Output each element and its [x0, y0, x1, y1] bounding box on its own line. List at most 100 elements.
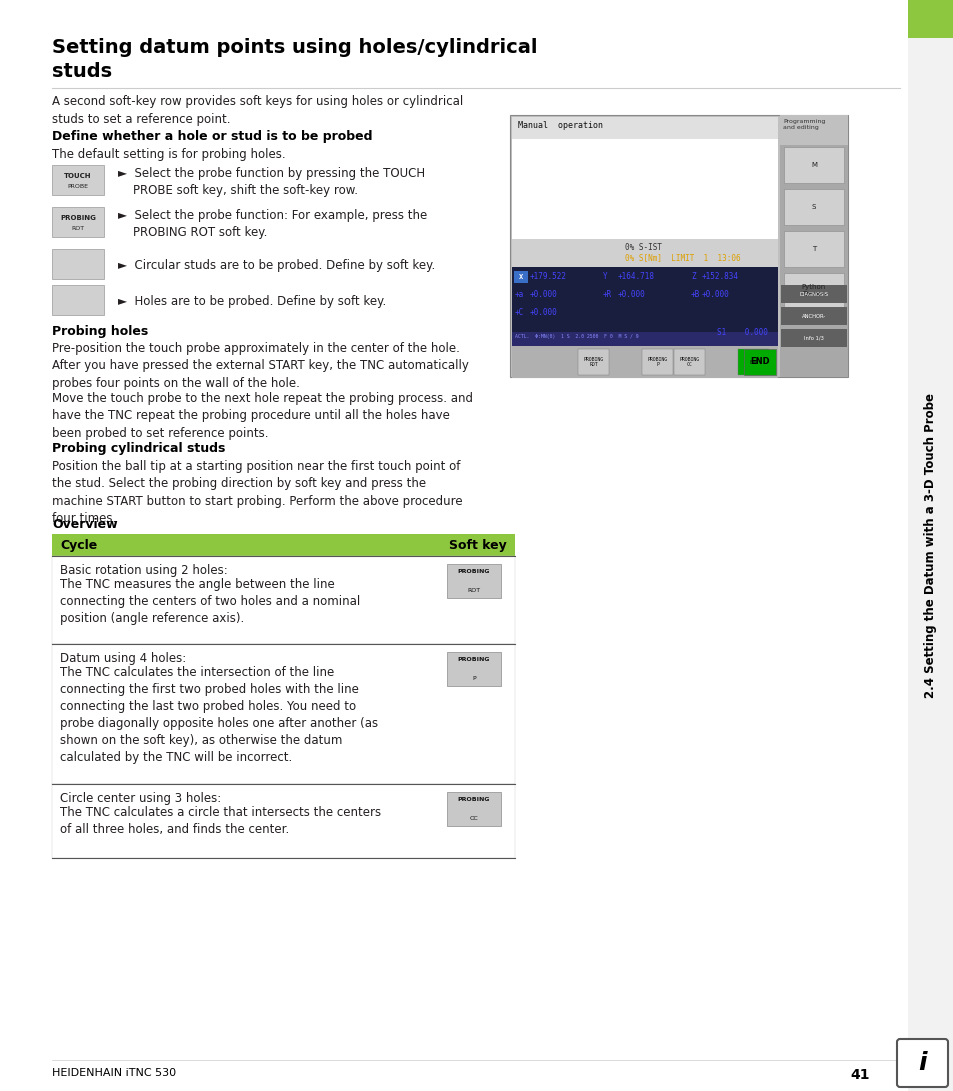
- Text: Basic rotation using 2 holes:: Basic rotation using 2 holes:: [60, 564, 228, 577]
- Text: T: T: [811, 245, 815, 252]
- Bar: [447, 652, 500, 686]
- Bar: [52, 249, 104, 279]
- Bar: [447, 564, 500, 598]
- Text: PROBING: PROBING: [457, 798, 490, 802]
- Bar: [907, 0, 953, 38]
- Text: PROBING: PROBING: [457, 570, 490, 574]
- Bar: [743, 349, 775, 375]
- Bar: [783, 189, 843, 225]
- Bar: [781, 285, 846, 303]
- Text: +0.000: +0.000: [701, 290, 729, 299]
- Text: END: END: [748, 360, 757, 364]
- Text: +a: +a: [515, 290, 524, 299]
- Text: +0.000: +0.000: [530, 290, 558, 299]
- Text: +C: +C: [515, 308, 524, 317]
- Bar: [512, 267, 778, 332]
- Text: 0% S[Nm]  LIMIT  1  13:06: 0% S[Nm] LIMIT 1 13:06: [624, 253, 740, 262]
- Text: ROT: ROT: [71, 226, 85, 231]
- Text: PROBING
P: PROBING P: [647, 357, 667, 368]
- Bar: [510, 115, 847, 377]
- Text: +179.522: +179.522: [530, 272, 566, 281]
- Text: A second soft-key row provides soft keys for using holes or cylindrical
studs to: A second soft-key row provides soft keys…: [52, 95, 463, 125]
- Text: ►  Select the probe function by pressing the TOUCH
    PROBE soft key, shift the: ► Select the probe function by pressing …: [118, 167, 425, 197]
- Text: Circle center using 3 holes:: Circle center using 3 holes:: [60, 792, 221, 805]
- Text: DIAGNOSIS: DIAGNOSIS: [799, 291, 828, 297]
- Text: Probing cylindrical studs: Probing cylindrical studs: [52, 442, 225, 455]
- Text: ANCHOR-: ANCHOR-: [801, 313, 825, 319]
- Text: Y: Y: [602, 272, 607, 281]
- Text: Setting datum points using holes/cylindrical: Setting datum points using holes/cylindr…: [52, 38, 537, 57]
- Bar: [512, 332, 778, 346]
- Text: Manual  operation: Manual operation: [517, 121, 602, 130]
- Text: PROBING: PROBING: [60, 215, 96, 220]
- Bar: [514, 271, 527, 283]
- Bar: [512, 239, 778, 267]
- Text: The default setting is for probing holes.: The default setting is for probing holes…: [52, 148, 285, 161]
- Bar: [781, 307, 846, 325]
- Text: ACTL.  Φ:MN(0)  1 S  2.0 2500  F 0  M S / 9: ACTL. Φ:MN(0) 1 S 2.0 2500 F 0 M S / 9: [515, 334, 638, 339]
- Bar: [447, 792, 500, 826]
- Bar: [52, 165, 104, 195]
- Text: ►  Holes are to be probed. Define by soft key.: ► Holes are to be probed. Define by soft…: [118, 295, 386, 308]
- Bar: [783, 147, 843, 183]
- Text: Overview: Overview: [52, 518, 117, 531]
- Text: Move the touch probe to the next hole repeat the probing process. and
have the T: Move the touch probe to the next hole re…: [52, 392, 473, 440]
- Text: Python
Demos: Python Demos: [801, 285, 825, 298]
- Text: ►  Circular studs are to be probed. Define by soft key.: ► Circular studs are to be probed. Defin…: [118, 259, 435, 272]
- Text: Info 1/3: Info 1/3: [803, 336, 823, 340]
- Bar: [52, 784, 515, 858]
- Bar: [783, 273, 843, 309]
- Text: TOUCH: TOUCH: [64, 172, 91, 179]
- Bar: [52, 556, 515, 644]
- Bar: [512, 346, 778, 377]
- Bar: [641, 349, 672, 375]
- Text: +152.834: +152.834: [701, 272, 739, 281]
- Text: PROBING
CC: PROBING CC: [679, 357, 699, 368]
- Text: Soft key: Soft key: [449, 539, 506, 551]
- Text: END: END: [749, 358, 769, 367]
- Bar: [780, 115, 847, 377]
- Text: PROBING
ROT: PROBING ROT: [583, 357, 603, 368]
- Text: The TNC calculates a circle that intersects the centers
of all three holes, and : The TNC calculates a circle that interse…: [60, 806, 381, 836]
- Text: P: P: [472, 676, 476, 681]
- Text: Position the ball tip at a starting position near the first touch point of
the s: Position the ball tip at a starting posi…: [52, 460, 462, 526]
- Text: +B: +B: [690, 290, 700, 299]
- Text: +R: +R: [602, 290, 612, 299]
- FancyBboxPatch shape: [896, 1039, 947, 1087]
- Text: 2.4 Setting the Datum with a 3-D Touch Probe: 2.4 Setting the Datum with a 3-D Touch P…: [923, 393, 937, 697]
- Text: studs: studs: [52, 62, 112, 81]
- Bar: [907, 38, 953, 1091]
- Text: ►  Select the probe function: For example, press the
    PROBING ROT soft key.: ► Select the probe function: For example…: [118, 209, 427, 239]
- Text: PROBE: PROBE: [68, 184, 89, 189]
- Text: Datum using 4 holes:: Datum using 4 holes:: [60, 652, 186, 666]
- Text: The TNC calculates the intersection of the line
connecting the first two probed : The TNC calculates the intersection of t…: [60, 666, 377, 764]
- Text: Cycle: Cycle: [60, 539, 97, 551]
- Text: The TNC measures the angle between the line
connecting the centers of two holes : The TNC measures the angle between the l…: [60, 578, 360, 625]
- Bar: [781, 329, 846, 347]
- Text: Programming
and editing: Programming and editing: [782, 119, 824, 130]
- Text: S1    0.000: S1 0.000: [717, 328, 767, 337]
- Bar: [512, 117, 778, 139]
- Bar: [52, 285, 104, 315]
- Text: M: M: [810, 161, 816, 168]
- Bar: [783, 231, 843, 267]
- Text: +0.000: +0.000: [530, 308, 558, 317]
- Text: S: S: [811, 204, 816, 209]
- Bar: [52, 533, 515, 556]
- Bar: [52, 207, 104, 237]
- Text: ROT: ROT: [467, 588, 480, 594]
- Text: X: X: [518, 274, 522, 280]
- Bar: [738, 349, 768, 375]
- Text: +164.718: +164.718: [618, 272, 655, 281]
- Text: Probing holes: Probing holes: [52, 325, 148, 338]
- Text: HEIDENHAIN iTNC 530: HEIDENHAIN iTNC 530: [52, 1068, 176, 1078]
- Text: 41: 41: [850, 1068, 869, 1082]
- Bar: [578, 349, 608, 375]
- Text: +0.000: +0.000: [618, 290, 645, 299]
- Text: Pre-position the touch probe approximately in the center of the hole.
After you : Pre-position the touch probe approximate…: [52, 341, 468, 389]
- Text: CC: CC: [469, 816, 477, 822]
- Text: PROBING: PROBING: [457, 657, 490, 662]
- Text: Define whether a hole or stud is to be probed: Define whether a hole or stud is to be p…: [52, 130, 372, 143]
- Text: Z: Z: [690, 272, 695, 281]
- Text: i: i: [917, 1051, 926, 1075]
